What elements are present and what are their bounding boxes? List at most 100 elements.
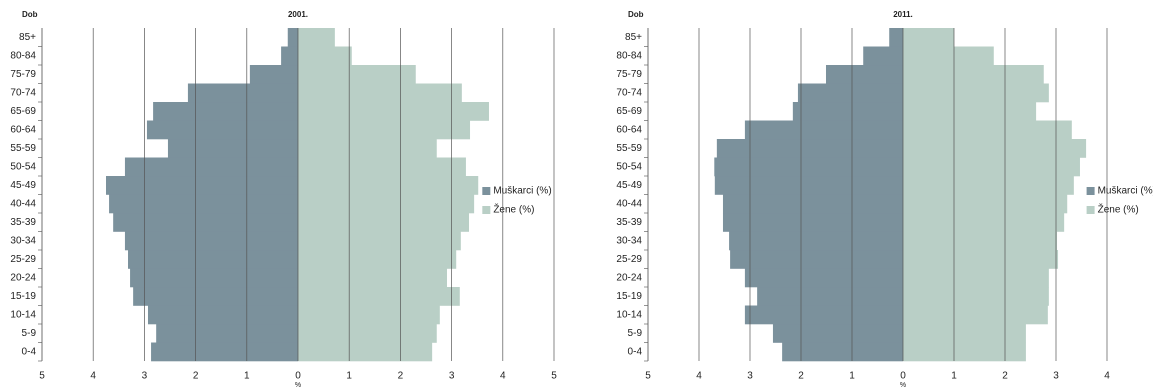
bar — [903, 83, 1049, 103]
bar — [298, 28, 335, 47]
y-tick-label: 35-39 — [616, 217, 642, 228]
bar — [146, 120, 298, 140]
y-axis-label: Dob — [628, 10, 644, 19]
x-tick-label: 4 — [90, 371, 96, 382]
x-tick-label: 4 — [696, 371, 702, 382]
bar — [130, 268, 298, 288]
bar — [825, 65, 903, 84]
bar — [903, 342, 1026, 362]
bar — [124, 231, 298, 251]
bar — [151, 342, 298, 362]
bar — [730, 250, 903, 269]
x-tick-label: 1 — [244, 371, 250, 382]
bar — [903, 287, 1049, 306]
bar — [903, 139, 1087, 158]
y-tick-label: 35-39 — [10, 217, 36, 228]
y-tick-label: 70-74 — [616, 87, 642, 98]
bar — [287, 28, 298, 47]
y-tick-label: 25-29 — [10, 254, 36, 265]
bar — [903, 324, 1026, 343]
legend-label: Žene (%) — [493, 203, 534, 216]
bar — [298, 305, 440, 325]
title: 2011. — [893, 10, 913, 19]
bar — [147, 305, 298, 325]
bar — [903, 65, 1044, 84]
bar — [298, 176, 479, 195]
bar — [744, 305, 903, 325]
x-tick-label: 5 — [645, 371, 651, 382]
y-tick-label: 70-74 — [10, 87, 36, 98]
y-tick-label: 0-4 — [22, 346, 37, 357]
bar — [722, 194, 903, 214]
x-tick-label: 1 — [951, 371, 957, 382]
y-tick-label: 20-24 — [10, 272, 36, 283]
bar — [797, 83, 903, 103]
y-tick-label: 10-14 — [10, 309, 36, 320]
legend-swatch — [482, 187, 491, 195]
bar — [903, 194, 1068, 214]
x-tick-label: 4 — [1104, 371, 1110, 382]
bar — [744, 120, 903, 140]
y-tick-label: 60-64 — [10, 124, 36, 135]
y-tick-label: 45-49 — [10, 180, 36, 191]
y-tick-label: 75-79 — [616, 69, 642, 80]
bar — [782, 342, 903, 362]
bar — [298, 268, 447, 288]
x-tick-label: 0 — [295, 371, 301, 382]
bar — [716, 139, 903, 158]
y-tick-label: 0-4 — [628, 346, 643, 357]
y-tick-label: 40-44 — [616, 198, 642, 209]
bar — [187, 83, 298, 103]
y-tick-label: 50-54 — [616, 161, 642, 172]
bar — [714, 176, 903, 195]
bar — [903, 268, 1049, 288]
x-tick-label: 2 — [193, 371, 199, 382]
y-tick-label: 60-64 — [616, 124, 642, 135]
y-tick-label: 15-19 — [10, 291, 36, 302]
y-tick-label: 40-44 — [10, 198, 36, 209]
y-tick-label: 45-49 — [616, 180, 642, 191]
y-tick-label: 20-24 — [616, 272, 642, 283]
bar — [792, 102, 903, 121]
bar — [729, 231, 903, 251]
legend-swatch — [1086, 206, 1095, 214]
bar — [298, 287, 460, 306]
bar — [167, 139, 298, 158]
bar — [298, 342, 433, 362]
bar — [298, 46, 352, 66]
bar — [298, 194, 475, 214]
bar — [903, 28, 954, 47]
y-tick-label: 15-19 — [616, 291, 642, 302]
x-axis-label: % — [295, 382, 301, 389]
y-tick-label: 65-69 — [616, 106, 642, 117]
bar — [903, 231, 1058, 251]
legend-label: Žene (%) — [1098, 203, 1139, 216]
x-tick-label: 3 — [142, 371, 148, 382]
bar — [281, 46, 298, 66]
legend-label: Muškarci (%) — [493, 186, 551, 197]
title: 2001. — [288, 10, 308, 19]
y-tick-label: 80-84 — [616, 50, 642, 61]
x-tick-label: 3 — [1053, 371, 1059, 382]
y-tick-label: 5-9 — [22, 328, 37, 339]
bar — [863, 46, 903, 66]
bar — [153, 102, 298, 121]
legend-label: Muškarci (%) — [1098, 186, 1153, 197]
bar — [298, 139, 437, 158]
bar — [903, 305, 1048, 325]
bar — [903, 176, 1074, 195]
bar — [903, 46, 994, 66]
bar — [128, 250, 298, 269]
x-tick-label: 2 — [798, 371, 804, 382]
x-tick-label: 5 — [39, 371, 45, 382]
bar — [106, 176, 298, 195]
legend-swatch — [482, 206, 491, 214]
bar — [298, 157, 466, 177]
y-tick-label: 30-34 — [10, 235, 36, 246]
bar — [133, 287, 298, 306]
bar — [714, 157, 903, 177]
y-tick-label: 25-29 — [616, 254, 642, 265]
x-tick-label: 3 — [449, 371, 455, 382]
bar — [722, 213, 903, 232]
